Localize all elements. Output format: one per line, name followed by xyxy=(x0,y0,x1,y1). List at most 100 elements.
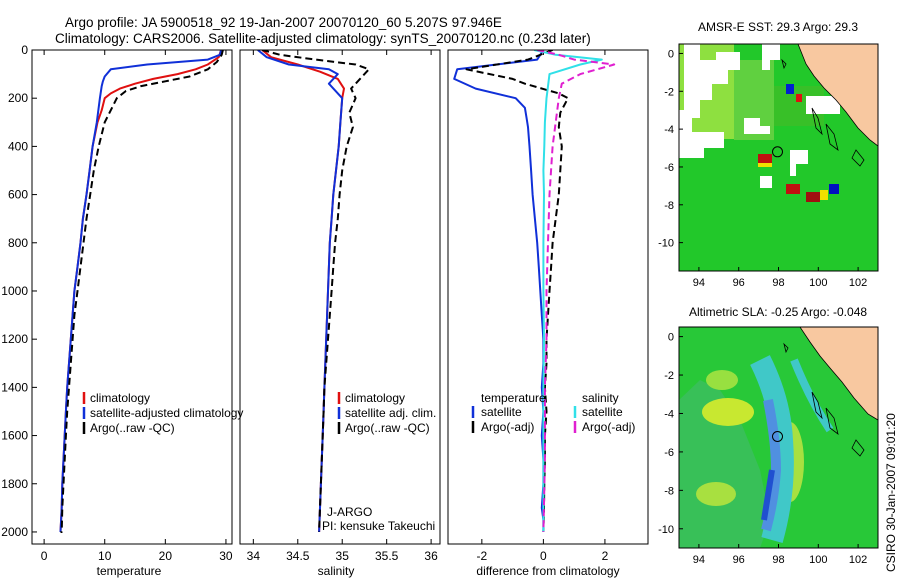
legend-label-climatology: climatology xyxy=(90,391,150,405)
sla-lat-label: -8 xyxy=(664,485,674,497)
salinity-xtick-label: 34 xyxy=(247,549,261,563)
depth-ytick-label: 2000 xyxy=(1,525,28,539)
sla-low-anomaly-core xyxy=(761,399,782,532)
depth-ytick-label: 1800 xyxy=(1,477,28,491)
difference-xtick-label: 0 xyxy=(540,549,547,563)
difference-series-temperature-satellite xyxy=(453,50,545,532)
salinity-xlabel: salinity xyxy=(318,564,355,578)
salinity-series-argo-raw-qc xyxy=(261,50,370,533)
depth-ytick-label: 0 xyxy=(21,43,28,57)
sst-map-title: AMSR-E SST: 29.3 Argo: 29.3 xyxy=(698,20,858,34)
credit-timestamp: CSIRO 30-Jan-2007 09:01:20 xyxy=(884,413,898,572)
temperature-profile-panel: 0 200 400 600 800 1000 1200 1400 1600 1800 2000 0 1… xyxy=(1,43,243,578)
sst-lon-label: 100 xyxy=(809,277,827,289)
sla-island-2 xyxy=(825,407,839,435)
sla-lon-label: 96 xyxy=(733,554,745,566)
legend-label-sal-satellite-diff: satellite xyxy=(582,405,623,419)
sst-missing-data-block-3 xyxy=(744,118,770,134)
temperature-xtick-label: 0 xyxy=(41,549,48,563)
sst-island-3 xyxy=(851,149,865,167)
difference-legend: temperature satellite Argo(-adj) salinit… xyxy=(471,391,635,434)
difference-profile-panel: -2 0 2 difference from climatology tempera… xyxy=(447,49,649,578)
salinity-profile-panel: 34 34.5 35 35.5 36 salinity climatology sate… xyxy=(239,49,441,578)
salinity-xtick-label: 34.5 xyxy=(286,549,310,563)
sla-land-sumatra xyxy=(799,327,878,421)
temperature-xlabel: temperature xyxy=(97,564,162,578)
salinity-xtick-label: 35.5 xyxy=(375,549,399,563)
salinity-series-satellite-adj-clim xyxy=(257,50,344,533)
sla-lon-label: 94 xyxy=(693,554,705,566)
altimetric-sla-map: Altimetric SLA: -0.25 Argo: -0.048 94 96 9… xyxy=(658,305,879,566)
salinity-plot-frame xyxy=(239,49,441,545)
depth-ytick-label: 1600 xyxy=(1,429,28,443)
legend-label-temp-satellite: satellite xyxy=(481,405,522,419)
sla-low-anomaly-band xyxy=(750,355,794,543)
sla-island-4 xyxy=(783,342,789,354)
sla-region-southwest xyxy=(679,380,770,548)
sst-cold-pixel-2 xyxy=(786,84,794,94)
depth-ytick-label: 800 xyxy=(8,236,28,250)
depth-ytick-label: 400 xyxy=(8,139,28,153)
salinity-xtick-label: 35 xyxy=(336,549,350,563)
depth-ytick-label: 1200 xyxy=(1,332,28,346)
sst-argo-location-marker xyxy=(772,146,783,158)
sla-high-anomaly-3 xyxy=(696,482,736,506)
sla-lat-label: -4 xyxy=(664,408,674,420)
sst-missing-data-block-7 xyxy=(806,96,840,114)
legend-label-temp-argo: Argo(-adj) xyxy=(481,420,534,434)
sla-lon-label: 100 xyxy=(809,554,827,566)
temperature-plot-frame xyxy=(31,49,233,545)
sla-island-3 xyxy=(851,439,865,457)
sst-island-4 xyxy=(781,58,787,70)
annotation-program: J-ARGO xyxy=(327,505,372,519)
sst-missing-data-block-6 xyxy=(760,176,772,188)
difference-series-salinity-satellite xyxy=(533,50,603,532)
figure-title-line1: Argo profile: JA 5900518_92 19-Jan-2007 … xyxy=(65,15,502,30)
difference-plot-frame xyxy=(447,49,649,545)
sla-lat-label: 0 xyxy=(668,332,674,344)
difference-series-temperature-argo-adj xyxy=(465,50,569,533)
depth-ytick-label: 1000 xyxy=(1,284,28,298)
sst-hot-pixel-6 xyxy=(796,94,802,102)
temperature-xtick-label: 20 xyxy=(159,549,173,563)
sst-missing-data-block-2 xyxy=(679,110,724,158)
legend-header-temperature: temperature xyxy=(481,391,546,405)
difference-xtick-label: -2 xyxy=(477,549,488,563)
sst-hot-pixel-5 xyxy=(820,190,828,200)
temperature-legend: climatology satellite-adjusted climatolo… xyxy=(82,391,243,435)
sst-missing-data-block-1 xyxy=(684,44,740,118)
temperature-xtick-label: 30 xyxy=(219,549,233,563)
difference-xlabel: difference from climatology xyxy=(476,564,619,578)
sla-argo-location-marker xyxy=(772,431,783,442)
sla-high-anomaly-2 xyxy=(706,370,738,390)
difference-series-salinity-argo-adj xyxy=(536,50,616,533)
sla-island-1 xyxy=(811,391,823,420)
legend-label-sal-argo: Argo(..raw -QC) xyxy=(345,421,430,435)
sst-hot-pixel-1 xyxy=(758,154,772,163)
legend-header-salinity: salinity xyxy=(582,391,619,405)
sst-lat-label: -10 xyxy=(658,238,674,250)
sst-missing-data-block-5 xyxy=(790,150,808,176)
depth-ytick-label: 600 xyxy=(8,188,28,202)
depth-ytick-label: 1400 xyxy=(1,380,28,394)
sla-map-title: Altimetric SLA: -0.25 Argo: -0.048 xyxy=(689,305,867,319)
sst-lat-label: -8 xyxy=(664,200,674,212)
sla-lon-label: 102 xyxy=(849,554,867,566)
difference-xtick-label: 2 xyxy=(602,549,609,563)
sst-missing-data-block-4 xyxy=(762,44,780,70)
sla-lat-label: -2 xyxy=(664,370,674,382)
sla-low-anomaly-center xyxy=(761,469,775,521)
sst-lon-label: 98 xyxy=(772,277,784,289)
sst-lon-label: 96 xyxy=(733,277,745,289)
sst-lat-label: -6 xyxy=(664,162,674,174)
salinity-xtick-label: 36 xyxy=(424,549,438,563)
sla-high-anomaly-1 xyxy=(702,398,754,426)
temperature-series-climatology xyxy=(59,50,223,533)
depth-ytick-label: 200 xyxy=(8,91,28,105)
sst-cold-pixel-1 xyxy=(829,184,839,194)
sst-hot-pixel-2 xyxy=(758,163,772,167)
salinity-legend: climatology satellite adj. clim. Argo(..… xyxy=(337,391,436,435)
annotation-pi: PI: kensuke Takeuchi xyxy=(322,519,435,533)
legend-label-sal-satellite: satellite adj. clim. xyxy=(345,406,436,420)
